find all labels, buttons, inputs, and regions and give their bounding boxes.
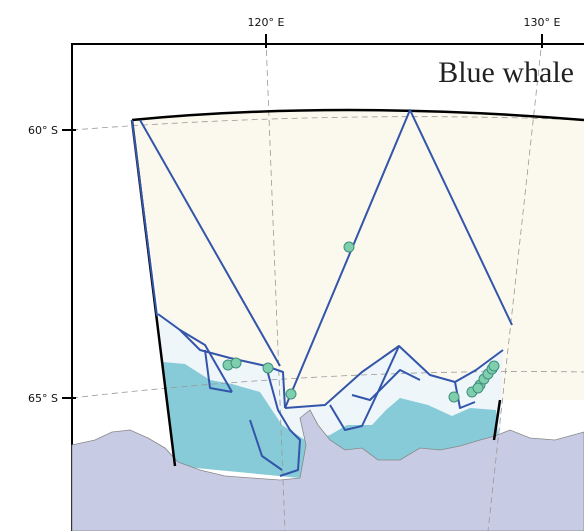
tick-marks xyxy=(62,34,543,399)
sighting-point xyxy=(230,357,242,369)
track-lines xyxy=(131,109,513,477)
lon-label-130: 130° E xyxy=(524,16,561,29)
sighting-point xyxy=(472,382,484,394)
antarctic-land xyxy=(71,409,584,531)
sighting-point xyxy=(488,360,500,372)
lat-label-65: 65° S xyxy=(28,392,58,405)
species-label: Blue whale xyxy=(438,56,574,89)
sighting-point xyxy=(262,362,274,374)
map-frame xyxy=(71,43,584,531)
lon-label-120: 120° E xyxy=(248,16,285,29)
sighting-point xyxy=(343,241,355,253)
shelf-water xyxy=(163,362,498,478)
sighting-point xyxy=(285,388,297,400)
sightings xyxy=(222,241,500,403)
sighting-point xyxy=(448,391,460,403)
lat-label-60: 60° S xyxy=(28,124,58,137)
